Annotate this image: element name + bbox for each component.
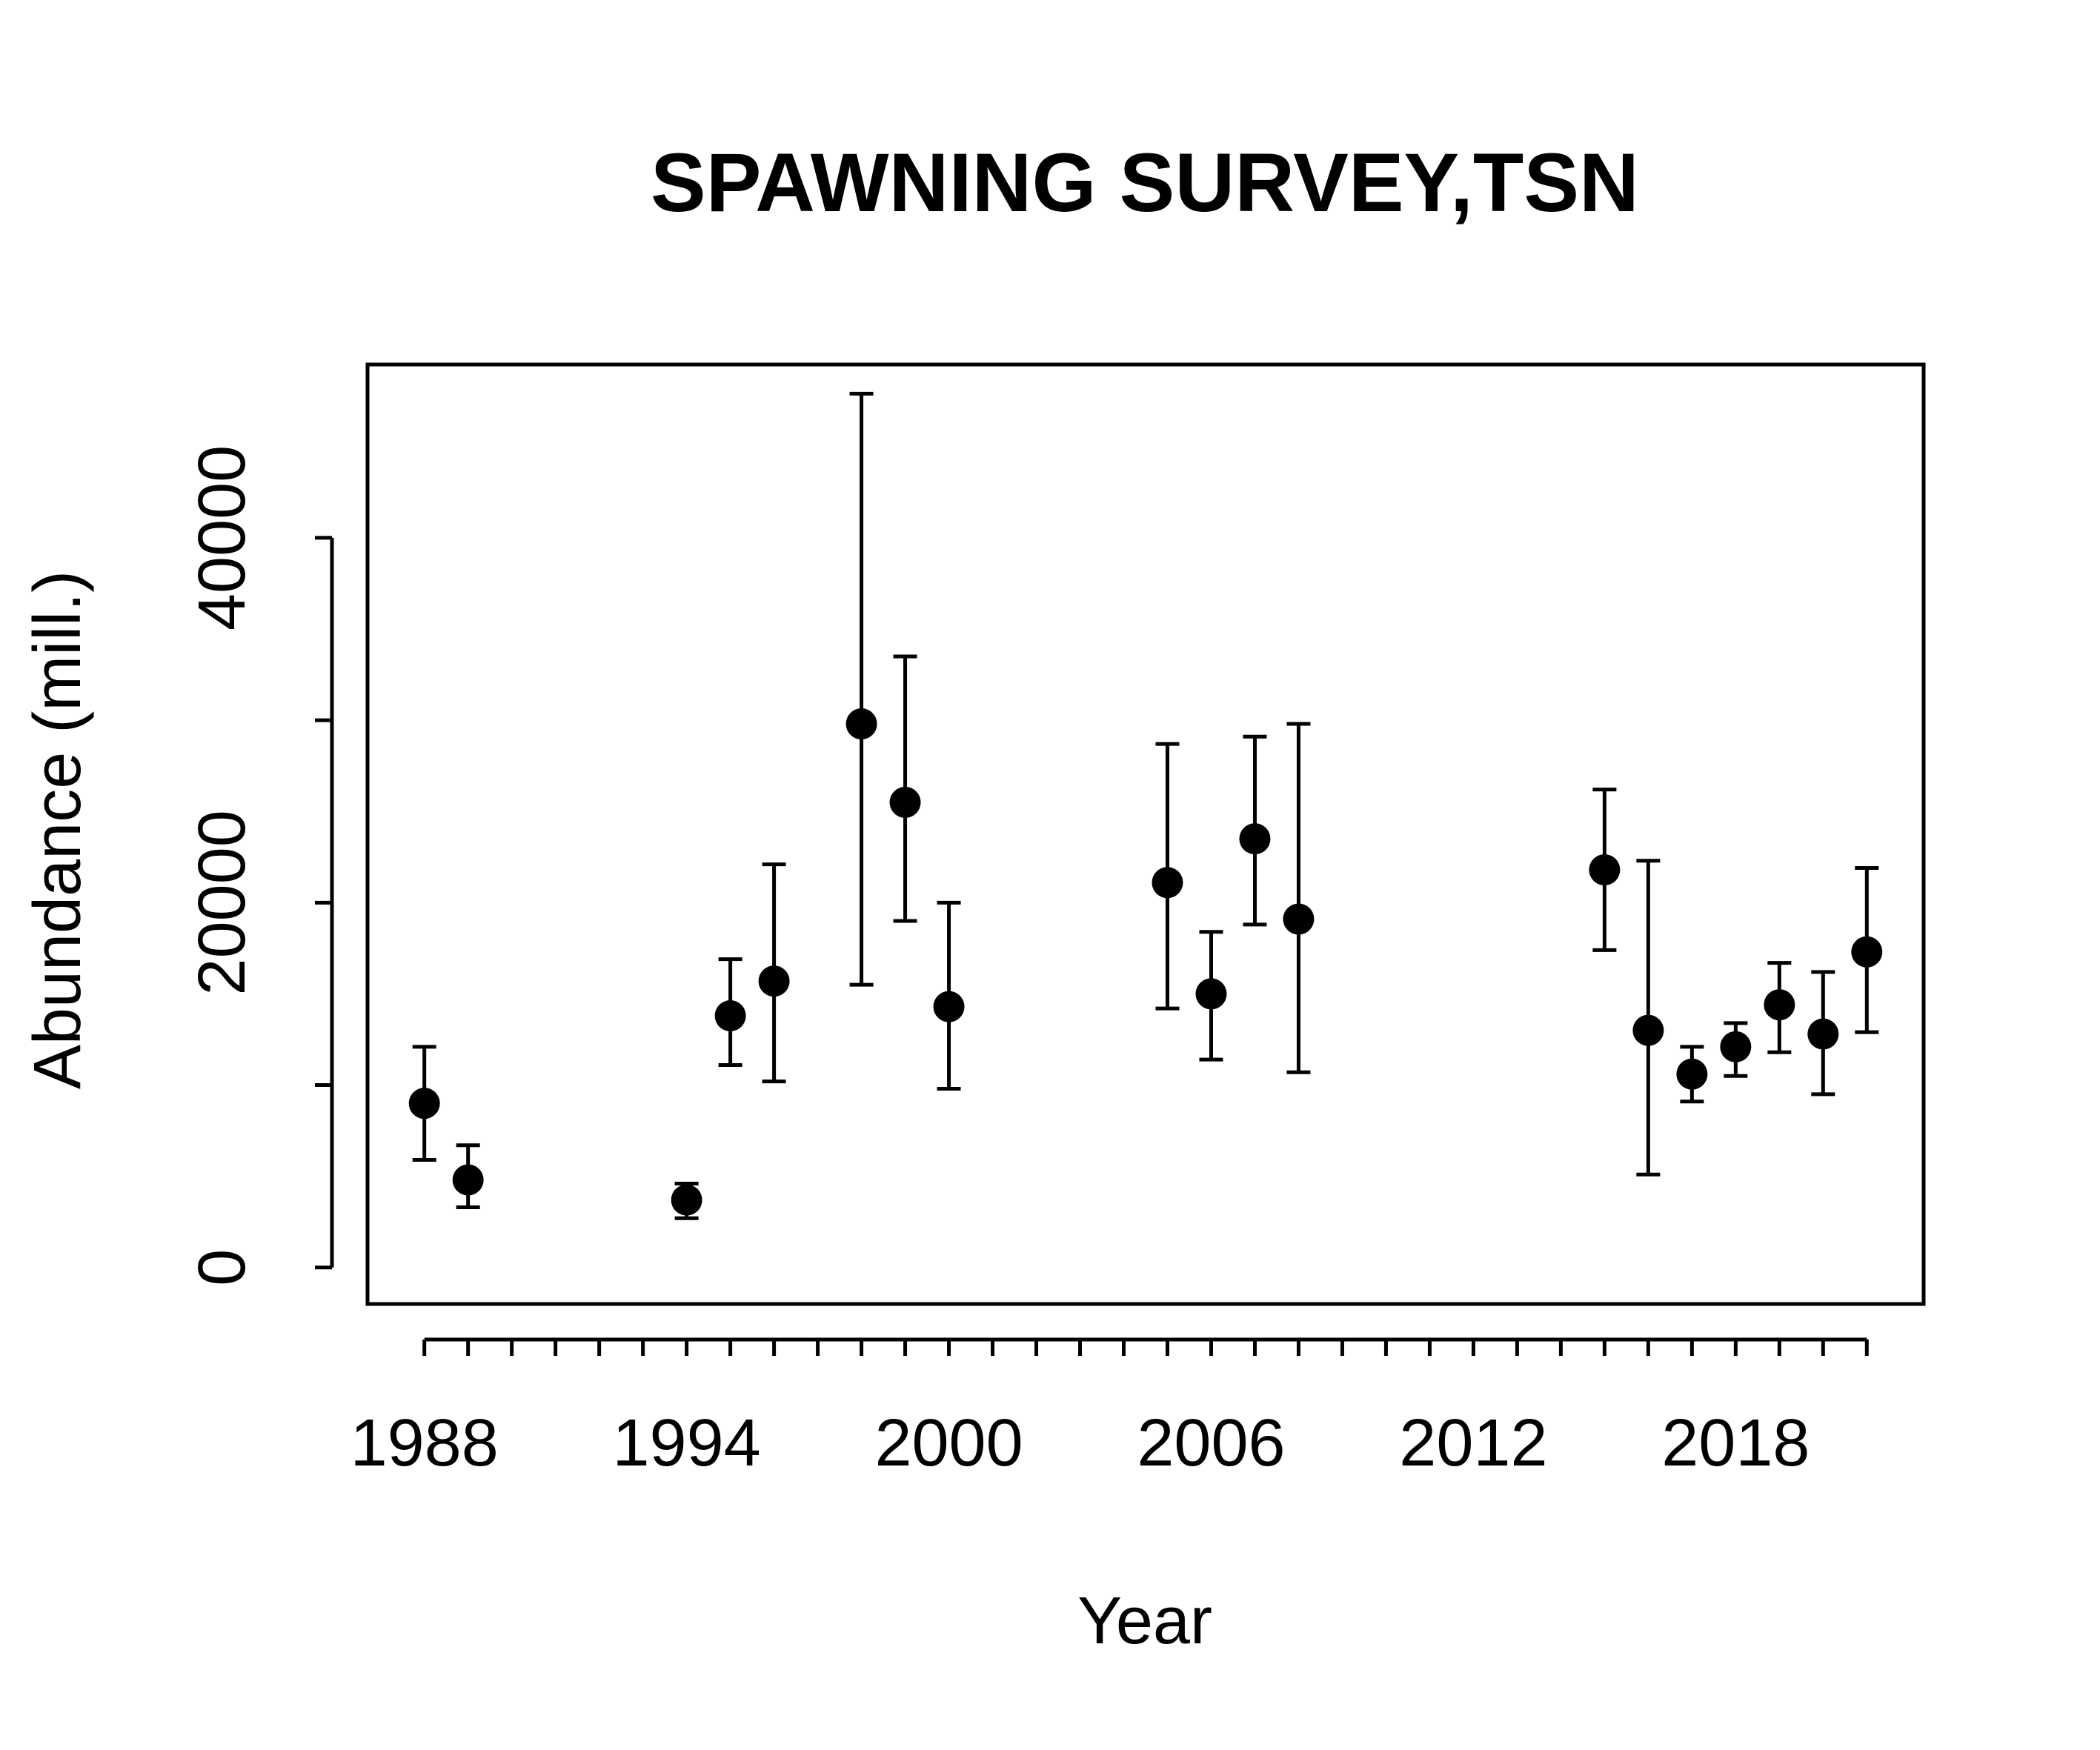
data-point [933, 991, 965, 1022]
data-point [1195, 978, 1227, 1010]
data-point [452, 1164, 484, 1196]
x-tick-label: 2006 [1137, 1406, 1285, 1480]
data-point [1632, 1014, 1664, 1046]
data-point [408, 1088, 440, 1119]
x-tick-label: 2018 [1661, 1406, 1810, 1480]
y-tick-label: 40000 [185, 445, 259, 631]
data-points [408, 708, 1883, 1216]
x-axis-title: Year [1077, 1584, 1212, 1658]
y-axis-title: Abundance (mill.) [21, 570, 95, 1089]
error-bar [1286, 722, 1311, 1074]
data-point [1239, 823, 1271, 855]
data-point [845, 708, 877, 740]
x-tick-label: 2000 [874, 1406, 1023, 1480]
data-point [1152, 867, 1183, 899]
data-point [1807, 1018, 1839, 1050]
x-tick-label: 1988 [350, 1406, 499, 1480]
data-point [1589, 854, 1621, 886]
chart-title: SPAWNING SURVEY,TSN [651, 136, 1639, 229]
y-tick-label: 20000 [185, 810, 259, 995]
data-point [714, 999, 746, 1031]
data-point [1764, 989, 1795, 1021]
plot-frame [365, 362, 1926, 1306]
data-point [1676, 1058, 1708, 1090]
data-point [1851, 936, 1883, 968]
y-axis: 0 20000 40000 [185, 445, 334, 1286]
data-point [758, 965, 790, 997]
data-point [889, 786, 921, 818]
error-bar [849, 391, 874, 987]
y-tick-label: 0 [185, 1249, 259, 1286]
x-tick-label: 2012 [1399, 1406, 1547, 1480]
data-point [1720, 1031, 1752, 1062]
data-point [671, 1184, 702, 1216]
x-axis: 1988 1994 2000 2006 2012 2018 [350, 1337, 1869, 1480]
error-bars [412, 391, 1879, 1220]
data-point [1283, 903, 1315, 935]
x-tick-label: 1994 [613, 1406, 761, 1480]
